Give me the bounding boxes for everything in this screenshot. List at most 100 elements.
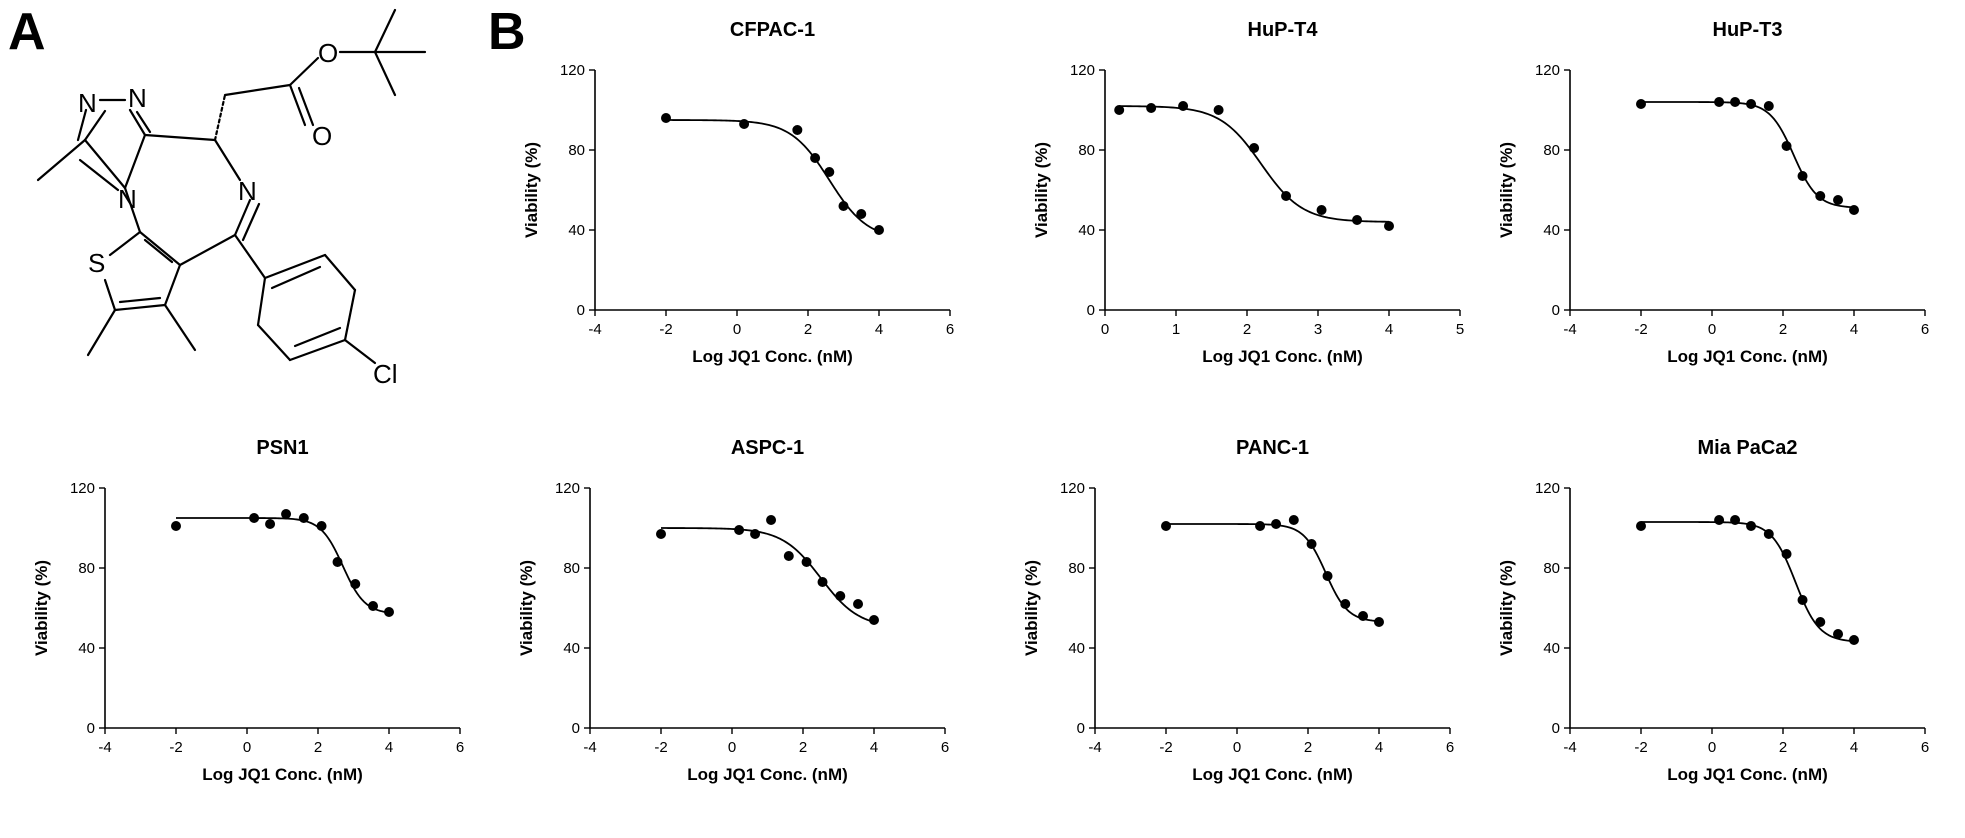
data-point <box>1178 101 1189 111</box>
panel-label-b: B <box>488 3 526 61</box>
chart-title: HuP-T4 <box>1248 19 1319 41</box>
chart-title: PSN1 <box>256 437 308 459</box>
x-tick-label: 4 <box>1850 739 1858 756</box>
x-tick-label: 0 <box>728 739 736 756</box>
y-tick-label: 40 <box>1543 222 1560 239</box>
data-point <box>853 599 864 609</box>
data-point <box>1255 521 1266 531</box>
x-tick-label: 2 <box>1243 321 1251 338</box>
atom-o-ester-label: O <box>318 38 338 68</box>
data-point <box>766 515 777 525</box>
chart-panc1: PANC-1 0 40 80 120 -4 -2 0 2 4 6 Log JQ1 Conc. (nM)… <box>990 418 1490 838</box>
atom-n2-label: N <box>128 83 147 113</box>
y-tick-label: 120 <box>70 480 95 497</box>
y-tick-label: 80 <box>1543 560 1560 577</box>
atom-n4-label: N <box>238 176 257 206</box>
x-tick-label: -2 <box>1634 739 1647 756</box>
data-point <box>1763 529 1774 539</box>
data-point <box>1714 515 1725 525</box>
y-tick-label: 40 <box>563 640 580 657</box>
x-tick-label: -4 <box>1563 739 1576 756</box>
x-tick-label: 5 <box>1456 321 1464 338</box>
panel-label-a: A <box>8 3 46 61</box>
fit-curve <box>176 517 390 614</box>
data-point <box>835 591 846 601</box>
data-point <box>1161 521 1171 531</box>
chart-title: PANC-1 <box>1236 437 1309 459</box>
data-point <box>1833 195 1844 205</box>
x-axis-label: Log JQ1 Conc. (nM) <box>1192 765 1353 784</box>
data-point <box>368 601 379 611</box>
y-axis-label: Viability (%) <box>517 560 536 656</box>
data-point <box>1815 191 1826 201</box>
x-tick-label: 2 <box>1304 739 1312 756</box>
chart-title: CFPAC-1 <box>730 19 815 41</box>
x-axis-label: Log JQ1 Conc. (nM) <box>687 765 848 784</box>
y-tick-label: 40 <box>78 640 95 657</box>
x-tick-label: 0 <box>1233 739 1241 756</box>
atom-n1-label: N <box>78 88 97 118</box>
y-axis-label: Viability (%) <box>1032 142 1051 238</box>
data-point <box>171 521 181 531</box>
y-tick-label: 120 <box>560 62 585 79</box>
data-point <box>838 201 849 211</box>
data-point <box>824 167 835 177</box>
chart-aspc1-svg: ASPC-1 0 40 80 120 -4 -2 0 2 4 6 Log JQ1 Conc. (nM)… <box>517 437 949 784</box>
data-point <box>1849 205 1859 215</box>
x-tick-label: 2 <box>1779 739 1787 756</box>
x-tick-label: 4 <box>875 321 883 338</box>
data-point <box>1281 191 1292 201</box>
data-point <box>1374 617 1384 627</box>
y-axis-label: Viability (%) <box>522 142 541 238</box>
data-point <box>1316 205 1327 215</box>
data-point <box>874 225 884 235</box>
data-point <box>1746 99 1757 109</box>
x-tick-label: -2 <box>169 739 182 756</box>
data-point <box>1340 599 1351 609</box>
data-point <box>1730 97 1741 107</box>
data-point <box>792 125 803 135</box>
y-tick-label: 80 <box>563 560 580 577</box>
jq1-structure-drawing: N N N N O O S Cl <box>36 8 427 389</box>
x-tick-label: 6 <box>941 739 949 756</box>
data-point <box>265 519 276 529</box>
x-tick-label: 1 <box>1172 321 1180 338</box>
data-point <box>1797 595 1808 605</box>
x-tick-label: -2 <box>654 739 667 756</box>
data-point <box>1352 215 1363 225</box>
data-point <box>817 577 828 587</box>
y-tick-label: 120 <box>1070 62 1095 79</box>
x-tick-label: -4 <box>1563 321 1576 338</box>
y-tick-label: 0 <box>1077 720 1085 737</box>
x-tick-label: 4 <box>385 739 393 756</box>
data-point <box>1730 515 1741 525</box>
data-point <box>1636 521 1646 531</box>
fit-curve <box>666 119 880 233</box>
x-tick-label: 0 <box>1101 321 1109 338</box>
y-tick-label: 40 <box>1068 640 1085 657</box>
y-tick-label: 40 <box>568 222 585 239</box>
data-point <box>1636 99 1646 109</box>
data-point <box>1797 171 1808 181</box>
x-tick-label: 6 <box>1921 321 1929 338</box>
x-tick-label: 4 <box>870 739 878 756</box>
data-point <box>856 209 867 219</box>
data-point <box>1306 539 1317 549</box>
chart-hupt3: HuP-T3 0 40 80 120 -4 -2 0 2 4 6 Log JQ1 Conc. (nM)… <box>1465 0 1965 420</box>
data-point <box>1849 635 1859 645</box>
y-tick-label: 80 <box>78 560 95 577</box>
y-tick-label: 0 <box>1087 302 1095 319</box>
y-tick-label: 80 <box>1068 560 1085 577</box>
y-tick-label: 40 <box>1543 640 1560 657</box>
data-point <box>1249 143 1260 153</box>
chart-aspc1: ASPC-1 0 40 80 120 -4 -2 0 2 4 6 Log JQ1 Conc. (nM)… <box>485 418 985 838</box>
data-point <box>1746 521 1757 531</box>
data-point <box>1833 629 1844 639</box>
y-tick-label: 0 <box>1552 720 1560 737</box>
y-tick-label: 80 <box>1543 142 1560 159</box>
x-tick-label: 2 <box>804 321 812 338</box>
x-tick-label: 0 <box>1708 739 1716 756</box>
y-tick-label: 120 <box>555 480 580 497</box>
data-point <box>810 153 821 163</box>
data-point <box>281 509 292 519</box>
